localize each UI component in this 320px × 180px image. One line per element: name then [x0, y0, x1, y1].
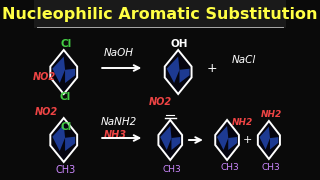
Polygon shape — [228, 137, 237, 150]
Text: Nucleophilic Aromatic Substitution: Nucleophilic Aromatic Substitution — [2, 6, 318, 21]
Polygon shape — [172, 137, 180, 150]
Polygon shape — [260, 127, 270, 150]
Text: NH3: NH3 — [104, 130, 126, 140]
Text: CH3: CH3 — [163, 165, 181, 174]
Text: CH3: CH3 — [262, 163, 281, 172]
Text: Cl: Cl — [60, 92, 71, 102]
Text: NO2: NO2 — [35, 107, 58, 117]
Polygon shape — [158, 120, 182, 160]
Text: NH2: NH2 — [232, 118, 253, 127]
Polygon shape — [52, 57, 65, 83]
Polygon shape — [180, 69, 189, 83]
Polygon shape — [65, 69, 75, 83]
Text: OH: OH — [171, 39, 188, 49]
Text: NaNH2: NaNH2 — [101, 117, 137, 127]
Text: +: + — [243, 135, 252, 145]
Bar — [34, 0, 286, 28]
Text: NO2: NO2 — [32, 72, 56, 82]
Text: NaOH: NaOH — [104, 48, 134, 58]
Polygon shape — [65, 137, 75, 151]
Text: NH2: NH2 — [260, 109, 282, 118]
Text: Cl: Cl — [60, 122, 72, 132]
Text: NO2: NO2 — [149, 97, 172, 107]
Text: Cl: Cl — [60, 39, 72, 49]
Polygon shape — [50, 118, 77, 162]
Text: +: + — [207, 62, 217, 75]
Polygon shape — [270, 137, 278, 150]
Polygon shape — [165, 50, 192, 94]
Polygon shape — [217, 126, 228, 150]
Text: CH3: CH3 — [220, 163, 239, 172]
Polygon shape — [52, 125, 65, 151]
Polygon shape — [167, 57, 180, 83]
Text: CH3: CH3 — [56, 165, 76, 175]
Polygon shape — [258, 121, 280, 159]
Text: NaCl: NaCl — [231, 55, 256, 65]
Polygon shape — [50, 50, 77, 94]
Polygon shape — [215, 120, 239, 160]
Polygon shape — [160, 126, 172, 150]
